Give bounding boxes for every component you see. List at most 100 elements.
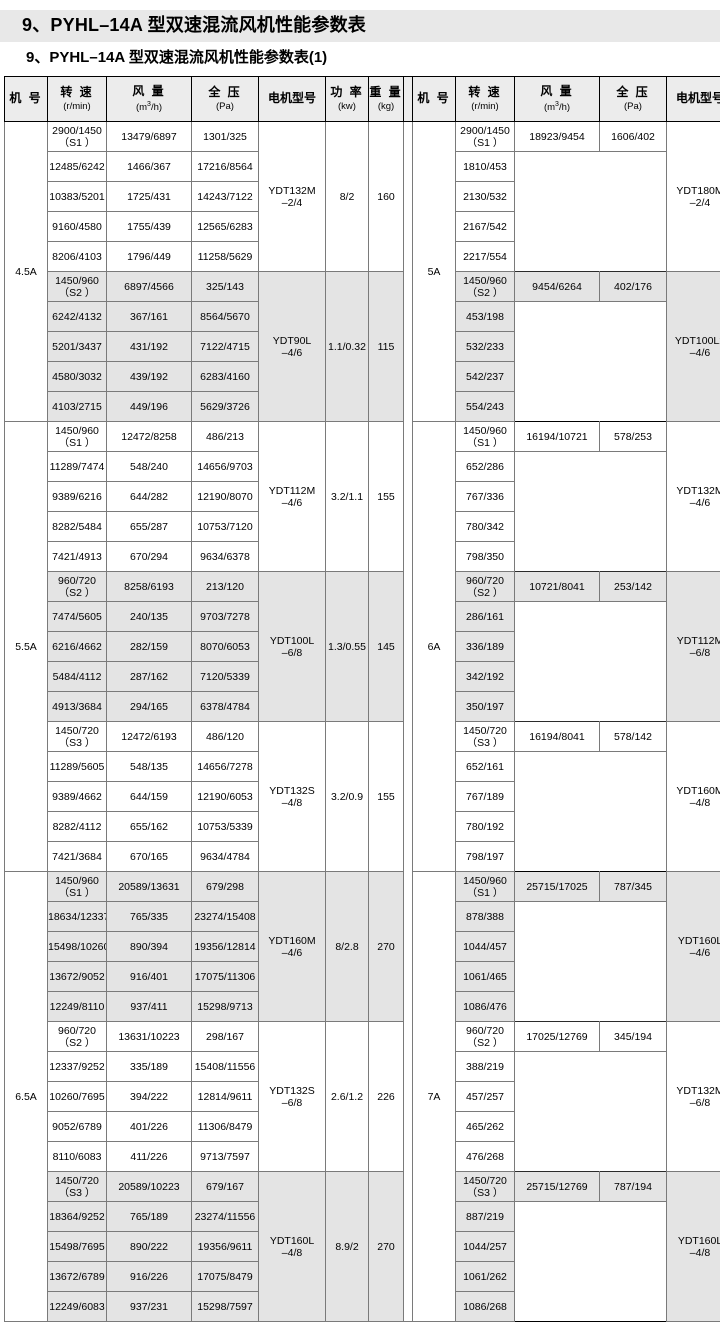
model-number-cell: 5.5A [5, 422, 48, 872]
airflow-cell: 4913/3684 [48, 692, 107, 722]
speed-line-1: 1450/960 [55, 425, 99, 437]
airflow-cell: 9634/4784 [192, 842, 259, 872]
airflow-cell: 11289/5605 [48, 752, 107, 782]
speed-line-2: （S2 ） [456, 1037, 514, 1049]
weight-cell: 115 [369, 272, 404, 422]
motor-line-2: –6/8 [259, 647, 325, 659]
total-pressure-cell: 449/196 [107, 392, 192, 422]
speed-cell: 1450/960（S2 ） [456, 272, 515, 302]
airflow-cell: 23274/15408 [192, 902, 259, 932]
motor-model-value: YDT90L–4/6 [259, 335, 325, 359]
airflow-cell: 9389/6216 [48, 482, 107, 512]
total-pressure-cell: 767/336 [456, 482, 515, 512]
total-pressure-cell: 787/194 [600, 1172, 667, 1202]
airflow-cell: 8206/4103 [48, 242, 107, 272]
total-pressure-cell: 401/226 [107, 1112, 192, 1142]
airflow-cell: 6897/4566 [107, 272, 192, 302]
airflow-cell: 12485/6242 [48, 152, 107, 182]
airflow-cell: 9389/4662 [48, 782, 107, 812]
airflow-cell: 6242/4132 [48, 302, 107, 332]
airflow-cell: 12190/6053 [192, 782, 259, 812]
speed-cell: 960/720（S2 ） [456, 1022, 515, 1052]
total-pressure-cell: 670/165 [107, 842, 192, 872]
header-flow-left-unit: (m3/h) [107, 101, 191, 114]
total-pressure-cell: 457/257 [456, 1082, 515, 1112]
header-row: 机 号 转 速 (r/min) 风 量 (m3/h) 全 压 (Pa) 电机型号 [5, 77, 720, 122]
total-pressure-cell: 1725/431 [107, 182, 192, 212]
airflow-cell: 18364/9252 [48, 1202, 107, 1232]
airflow-cell: 12337/9252 [48, 1052, 107, 1082]
airflow-cell: 13672/6789 [48, 1262, 107, 1292]
airflow-cell: 16194/10721 [515, 422, 600, 452]
total-pressure-cell: 2167/542 [456, 212, 515, 242]
total-pressure-cell: 655/287 [107, 512, 192, 542]
airflow-cell: 4103/2715 [48, 392, 107, 422]
model-number-cell: 7A [413, 872, 456, 1322]
airflow-cell: 8564/5670 [192, 302, 259, 332]
airflow-cell: 8110/6083 [48, 1142, 107, 1172]
weight-cell: 145 [369, 572, 404, 722]
total-pressure-cell: 798/350 [456, 542, 515, 572]
airflow-cell: 9703/7278 [192, 602, 259, 632]
motor-line-2: –4/6 [259, 947, 325, 959]
motor-model-cell: YDT100L–6/8 [259, 572, 326, 722]
motor-model-cell: YDT132S–6/8 [259, 1022, 326, 1172]
airflow-cell: 18923/9454 [515, 122, 600, 152]
header-weight-left-main: 重 量 [369, 86, 403, 100]
speed-line-2: （S3 ） [48, 737, 106, 749]
power-cell: 1.3/0.55 [326, 572, 369, 722]
motor-line-2: –6/8 [667, 647, 720, 659]
total-pressure-cell: 253/142 [600, 572, 667, 602]
airflow-cell: 9634/6378 [192, 542, 259, 572]
speed-value: 1450/960（S1 ） [456, 875, 514, 899]
airflow-cell: 7421/3684 [48, 842, 107, 872]
airflow-cell: 14243/7122 [192, 182, 259, 212]
header-speed-left: 转 速 (r/min) [48, 77, 107, 122]
airflow-cell: 12249/6083 [48, 1292, 107, 1322]
total-pressure-cell: 780/192 [456, 812, 515, 842]
speed-value: 960/720（S2 ） [456, 1025, 514, 1049]
power-cell: 8/2 [326, 122, 369, 272]
airflow-cell: 12565/6283 [192, 212, 259, 242]
airflow-cell: 10753/7120 [192, 512, 259, 542]
airflow-cell: 15298/9713 [192, 992, 259, 1022]
motor-line-1: YDT132S [269, 785, 315, 797]
motor-model-value: YDT132M–6/8 [667, 1085, 720, 1109]
total-pressure-cell: 1061/465 [456, 962, 515, 992]
motor-model-value: YDT132M–4/6 [667, 485, 720, 509]
total-pressure-cell: 780/342 [456, 512, 515, 542]
airflow-cell: 17216/8564 [192, 152, 259, 182]
total-pressure-cell: 532/233 [456, 332, 515, 362]
speed-line-1: 1450/960 [463, 875, 507, 887]
header-flow-right-main: 风 量 [515, 85, 599, 99]
total-pressure-cell: 1755/439 [107, 212, 192, 242]
header-flow-left-main: 风 量 [107, 85, 191, 99]
airflow-cell: 15298/7597 [192, 1292, 259, 1322]
total-pressure-cell: 213/120 [192, 572, 259, 602]
airflow-cell: 9160/4580 [48, 212, 107, 242]
header-pressure-left: 全 压 (Pa) [192, 77, 259, 122]
total-pressure-cell: 679/167 [192, 1172, 259, 1202]
speed-line-2: （S3 ） [48, 1187, 106, 1199]
total-pressure-cell: 486/213 [192, 422, 259, 452]
total-pressure-cell: 394/222 [107, 1082, 192, 1112]
speed-line-1: 1450/720 [55, 1175, 99, 1187]
airflow-cell: 12190/8070 [192, 482, 259, 512]
total-pressure-cell: 1086/268 [456, 1292, 515, 1322]
total-pressure-cell: 1796/449 [107, 242, 192, 272]
airflow-cell: 7474/5605 [48, 602, 107, 632]
speed-line-1: 960/720 [58, 1025, 96, 1037]
total-pressure-cell: 287/162 [107, 662, 192, 692]
power-cell: 2.6/1.2 [326, 1022, 369, 1172]
speed-value: 1450/960（S1 ） [48, 875, 106, 899]
total-pressure-cell: 644/159 [107, 782, 192, 812]
motor-model-cell: YDT160L–4/8 [667, 1172, 720, 1322]
total-pressure-cell: 1606/402 [600, 122, 667, 152]
motor-line-2: –4/8 [259, 1247, 325, 1259]
airflow-cell: 12472/6193 [107, 722, 192, 752]
total-pressure-cell: 1086/476 [456, 992, 515, 1022]
header-speed-right: 转 速 (r/min) [456, 77, 515, 122]
airflow-cell: 19356/9611 [192, 1232, 259, 1262]
